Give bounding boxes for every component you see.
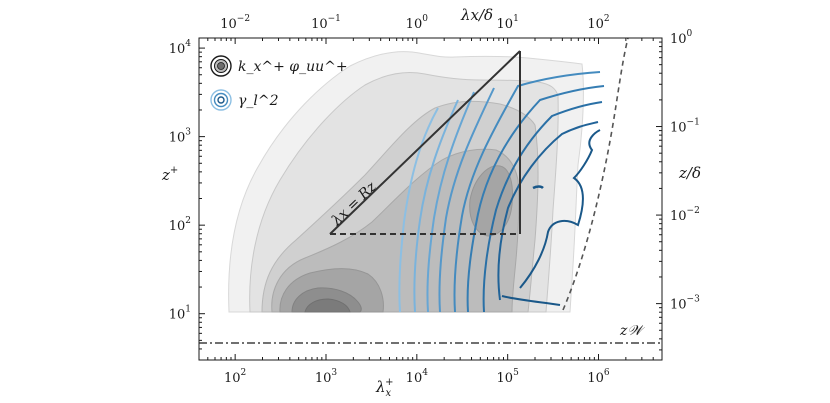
blue-contour-6 (466, 85, 605, 313)
top-tick-label: 102 (587, 14, 609, 32)
blue-blob (532, 185, 544, 190)
blue-contour-7 (482, 101, 603, 313)
grey-contours (228, 51, 584, 313)
grey-level-7 (304, 298, 351, 313)
blue-contour-9 (501, 129, 601, 306)
y-tick-label: 103 (169, 128, 192, 146)
right-axis-title: z/δ (678, 164, 701, 182)
x-axis-title: λx+ (375, 377, 394, 399)
blue-contour-4 (438, 87, 495, 313)
grey-level-5b (469, 165, 513, 237)
resolution-limit-curve (562, 37, 629, 311)
triangle-hypotenuse (329, 50, 521, 235)
x-tick-label: 105 (497, 368, 520, 386)
axis-ticks: 102 103 104 105 106 101 102 103 104 10−2 10−1 100 10… (169, 14, 700, 386)
legend-grey-icon (210, 55, 232, 77)
x-tick-label: 102 (224, 368, 246, 386)
right-tick-label: 10−3 (670, 295, 700, 313)
x-tick-label: 103 (315, 368, 338, 386)
x-tick-label: 104 (406, 368, 429, 386)
legend: k_x^+ φ_uu^+ γ_l^2 (210, 55, 348, 111)
blue-contour-3 (426, 91, 475, 313)
top-tick-label: 10−1 (311, 14, 341, 32)
blue-contour-1 (398, 107, 439, 313)
x-tick-label: 106 (587, 368, 610, 386)
legend-grey-label: k_x^+ φ_uu^+ (238, 59, 348, 75)
legend-blue-icon (210, 89, 232, 111)
top-tick-label: 10−2 (220, 14, 250, 32)
zw-label: z𝒲 (619, 323, 645, 339)
blue-contour-2 (413, 99, 459, 313)
y-tick-label: 102 (169, 216, 191, 234)
right-tick-label: 100 (670, 29, 693, 47)
top-tick-label: 101 (497, 14, 519, 32)
blue-contour-8 (497, 121, 599, 301)
right-tick-label: 10−2 (670, 206, 700, 224)
y-tick-label: 101 (169, 305, 191, 323)
blue-contour-5 (453, 71, 601, 313)
y-axis-title: z+ (161, 165, 178, 184)
blue-contours (398, 71, 605, 313)
top-tick-label: 100 (406, 14, 429, 32)
y-tick-label: 104 (169, 39, 192, 57)
right-tick-label: 10−1 (670, 118, 700, 136)
top-axis-title: λx/δ (460, 6, 493, 24)
legend-blue-label: γ_l^2 (238, 93, 279, 109)
